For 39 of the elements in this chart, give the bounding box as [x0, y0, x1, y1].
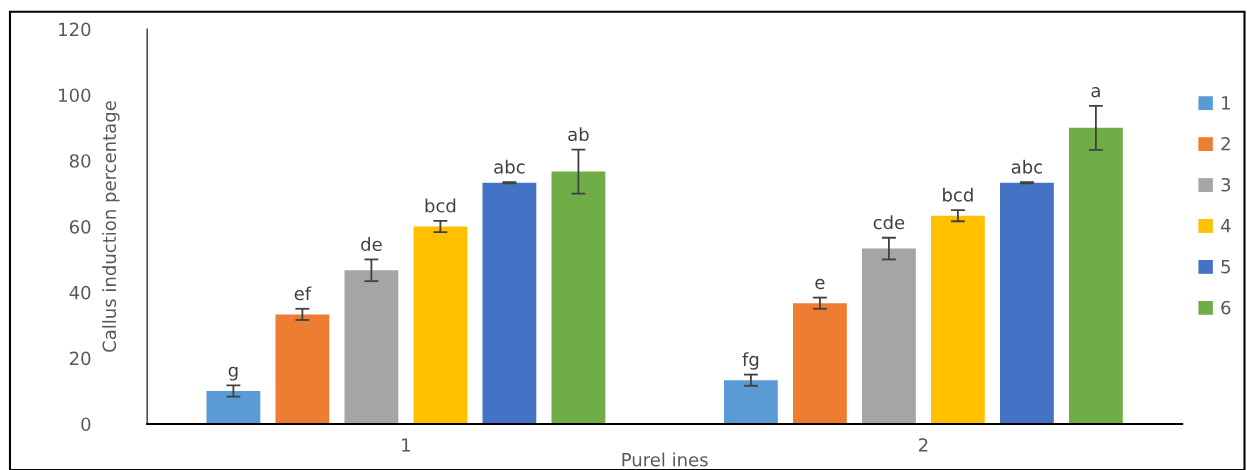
legend-label: 1	[1222, 96, 1230, 110]
y-tick-label: 120	[59, 22, 91, 37]
data-label: cde	[873, 215, 905, 230]
legend-label: 3	[1221, 177, 1231, 192]
data-label: ab	[568, 127, 589, 142]
y-tick-label: 40	[69, 285, 91, 300]
legend-label: 5	[1221, 260, 1230, 274]
bar	[551, 171, 606, 424]
bar	[999, 182, 1054, 424]
data-label: bcd	[943, 187, 973, 202]
data-label: a	[1091, 87, 1100, 98]
bar	[413, 226, 468, 424]
bar	[861, 248, 916, 424]
y-tick-label: 60	[69, 220, 91, 234]
data-label: abc	[1011, 159, 1043, 174]
y-tick-label: 0	[81, 417, 91, 432]
data-label: ef	[294, 286, 312, 301]
bar	[723, 380, 778, 424]
y-tick-label: 20	[69, 351, 91, 366]
data-label: bcd	[425, 198, 456, 213]
bar	[792, 303, 847, 424]
x-axis-title: Purel ines	[622, 452, 708, 467]
data-label: fg	[742, 352, 759, 370]
data-label: e	[815, 278, 825, 290]
legend-label: 4	[1220, 219, 1231, 233]
data-label: abc	[494, 159, 525, 174]
legend-label: 6	[1221, 300, 1231, 315]
bar	[344, 270, 399, 424]
bar	[1068, 127, 1123, 424]
data-label: de	[361, 237, 382, 252]
y-tick-label: 100	[59, 88, 91, 103]
bar	[206, 391, 261, 424]
y-tick-label: 80	[69, 154, 91, 168]
y-axis-title: Callus induction percentage	[102, 101, 120, 352]
data-label: g	[228, 366, 238, 381]
bar	[275, 314, 330, 424]
bar	[930, 215, 985, 424]
bar	[482, 182, 537, 424]
legend-label: 2	[1221, 136, 1230, 151]
